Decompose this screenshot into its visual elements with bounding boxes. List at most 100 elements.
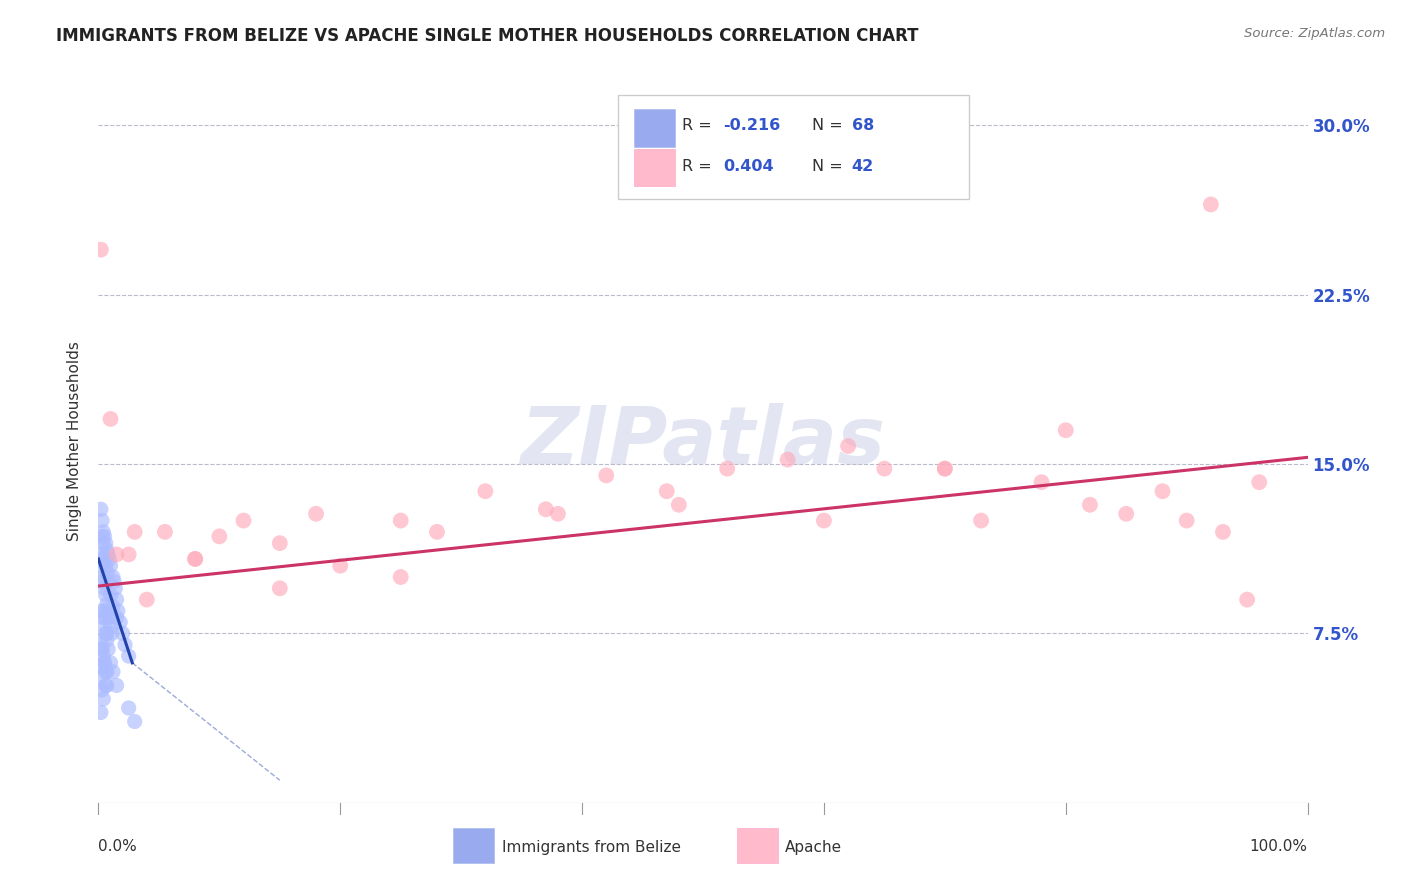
Point (93, 552, 115, 566)
Point (96, 626, 118, 640)
Text: N =: N = (811, 160, 848, 175)
Text: 0.404: 0.404 (724, 160, 775, 175)
Point (1115, 507, 1137, 521)
Point (94, 588, 117, 602)
Point (91, 570, 114, 584)
Point (90, 706, 112, 720)
Point (474, 484, 496, 499)
Point (96, 597, 118, 611)
Point (91, 548, 114, 562)
Point (93, 656, 115, 670)
Text: ZIPatlas: ZIPatlas (520, 402, 886, 481)
FancyBboxPatch shape (737, 828, 778, 863)
Point (655, 484, 678, 499)
Point (269, 536, 291, 550)
Point (389, 514, 412, 528)
Text: IMMIGRANTS FROM BELIZE VS APACHE SINGLE MOTHER HOUSEHOLDS CORRELATION CHART: IMMIGRANTS FROM BELIZE VS APACHE SINGLE … (56, 27, 918, 45)
Point (595, 468, 617, 483)
Text: 100.0%: 100.0% (1250, 838, 1308, 854)
Point (184, 552, 207, 566)
Text: R =: R = (682, 119, 717, 133)
Point (1031, 475, 1053, 490)
FancyBboxPatch shape (634, 149, 675, 186)
Point (93, 582, 115, 596)
Point (118, 548, 141, 562)
Point (107, 604, 129, 618)
Point (776, 452, 799, 467)
Point (96, 665, 118, 679)
Point (91, 692, 114, 706)
Point (970, 514, 993, 528)
Point (93, 529, 115, 543)
Point (118, 648, 141, 663)
Text: N =: N = (811, 119, 848, 133)
Point (813, 514, 835, 528)
Point (96, 566, 118, 580)
Point (90, 243, 112, 257)
Point (93, 604, 115, 618)
Point (135, 592, 157, 607)
Point (184, 552, 207, 566)
Point (232, 514, 254, 528)
Point (93, 656, 115, 670)
Point (534, 502, 557, 516)
Point (91, 536, 114, 550)
Point (934, 461, 956, 475)
Point (97, 604, 120, 618)
Point (837, 439, 859, 453)
FancyBboxPatch shape (453, 828, 494, 863)
Point (94, 536, 117, 550)
Text: Source: ZipAtlas.com: Source: ZipAtlas.com (1244, 27, 1385, 40)
Text: Apache: Apache (785, 840, 842, 855)
Point (305, 507, 328, 521)
Point (124, 714, 146, 729)
Point (94, 678, 117, 692)
Point (934, 461, 956, 475)
Point (91, 648, 114, 663)
Point (98, 610, 121, 624)
Point (111, 626, 134, 640)
Point (94, 626, 117, 640)
Point (96, 633, 118, 648)
Point (90, 669, 112, 683)
Point (90, 633, 112, 648)
Point (100, 626, 122, 640)
Point (668, 498, 690, 512)
Point (105, 592, 128, 607)
Point (96, 678, 118, 692)
Point (105, 548, 128, 562)
Point (100, 412, 122, 426)
FancyBboxPatch shape (634, 109, 675, 147)
Point (1054, 423, 1077, 437)
Point (208, 529, 231, 543)
Point (94, 558, 117, 573)
Text: R =: R = (682, 160, 717, 175)
Point (716, 461, 738, 475)
Text: 68: 68 (852, 119, 875, 133)
Point (105, 678, 128, 692)
FancyBboxPatch shape (619, 95, 969, 200)
Point (101, 665, 124, 679)
Point (104, 582, 127, 596)
Point (269, 582, 291, 596)
Point (100, 656, 122, 670)
Point (1152, 484, 1174, 499)
Point (1078, 498, 1101, 512)
Point (91, 642, 114, 657)
Text: 0.0%: 0.0% (98, 838, 138, 854)
Text: Immigrants from Belize: Immigrants from Belize (502, 840, 682, 855)
Point (118, 701, 141, 715)
Point (1175, 514, 1198, 528)
Point (94, 610, 117, 624)
Point (153, 524, 176, 539)
Point (329, 558, 352, 573)
Point (873, 461, 896, 475)
Point (91, 604, 114, 618)
Point (91, 642, 114, 657)
Point (97, 548, 120, 562)
Point (547, 507, 569, 521)
Point (1236, 592, 1258, 607)
Point (103, 574, 125, 589)
Point (91, 514, 114, 528)
Point (98, 552, 121, 566)
